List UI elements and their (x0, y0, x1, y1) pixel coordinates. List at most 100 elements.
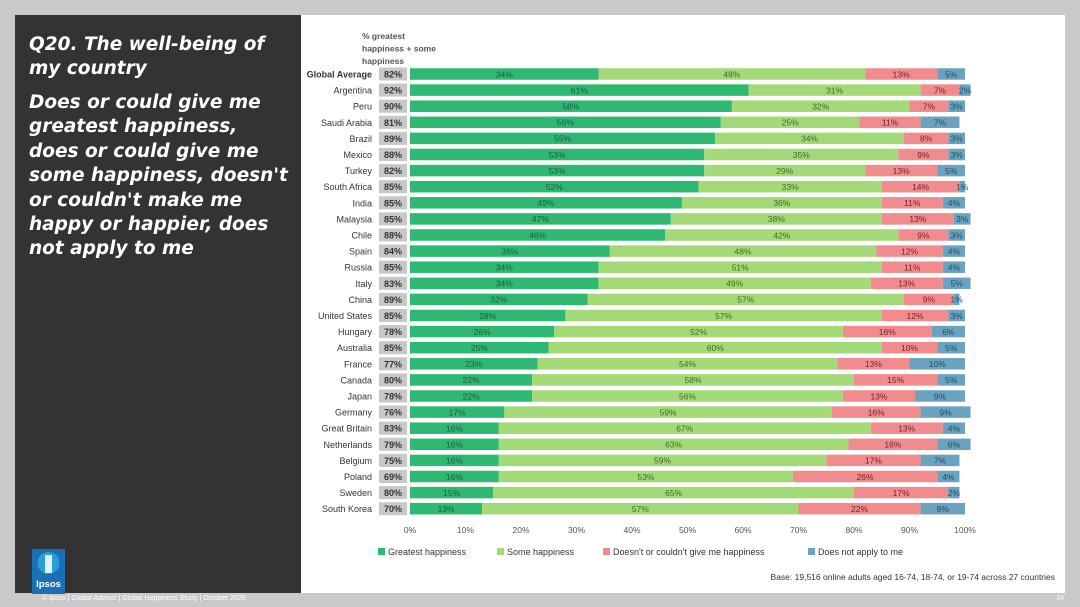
chart-row: Global Average 82% 34% 48% 13% 5% (307, 67, 965, 81)
data-label: 59% (654, 456, 671, 466)
base-note: Base: 19,516 online adults aged 16-74, 1… (771, 572, 1055, 582)
summary-value: 85% (384, 182, 402, 192)
data-label: 32% (490, 295, 507, 305)
bar-segment (698, 180, 882, 193)
summary-value: 84% (384, 247, 402, 257)
bar-segment (959, 84, 971, 96)
data-label: 9% (934, 391, 947, 401)
bar-segment (870, 277, 943, 290)
summary-value: 82% (384, 70, 402, 80)
legend-label: Some happiness (507, 547, 575, 557)
data-label: 12% (907, 311, 924, 321)
data-label: 16% (446, 456, 463, 466)
summary-box (379, 244, 407, 258)
bar-segment (410, 116, 721, 129)
data-label: 17% (893, 488, 910, 498)
bar-segment (937, 341, 965, 354)
category-label: Mexico (343, 150, 372, 160)
data-label: 17% (865, 456, 882, 466)
data-label: 3% (951, 134, 964, 144)
data-label: 26% (857, 472, 874, 482)
summary-box (379, 309, 407, 322)
summary-box (379, 341, 407, 355)
bar-segment (920, 454, 960, 467)
bar-segment (842, 390, 916, 402)
bar-segment (953, 293, 960, 306)
category-label: Chile (351, 231, 372, 241)
data-label: 7% (934, 456, 947, 466)
category-label: South Africa (323, 182, 372, 192)
summary-header-line: happiness (362, 56, 404, 66)
bar-segment (942, 261, 965, 273)
data-label: 59% (660, 407, 677, 417)
bar-segment (587, 293, 904, 306)
data-label: 16% (884, 440, 901, 450)
ipsos-logo: Ipsos (32, 549, 65, 594)
bar-segment (532, 390, 843, 402)
bar-segment (410, 341, 549, 354)
data-label: 4% (942, 472, 955, 482)
chart-row: Peru 90% 58% 32% 7% 3% (353, 99, 965, 113)
data-label: 28% (479, 311, 496, 321)
bar-segment (859, 116, 921, 129)
data-label: 3% (951, 230, 964, 240)
data-label: 4% (948, 246, 961, 256)
data-label: 60% (707, 343, 724, 353)
bar-segment (498, 438, 849, 451)
chart-row: Germany 76% 17% 59% 16% 9% (335, 405, 971, 419)
category-label: South Korea (322, 504, 372, 514)
summary-value: 85% (384, 198, 402, 208)
data-label: 53% (549, 150, 566, 160)
bar-segment (410, 390, 533, 402)
chart-row: Mexico 88% 53% 35% 9% 3% (343, 148, 965, 161)
category-label: Brazil (349, 134, 372, 144)
summary-value: 92% (384, 86, 402, 96)
chart-row: Belgium 75% 16% 59% 17% 7% (339, 453, 960, 467)
legend-swatch (378, 548, 385, 555)
summary-box (379, 453, 407, 467)
summary-box (379, 470, 407, 483)
bar-segment (920, 502, 965, 515)
data-label: 15% (887, 375, 904, 385)
summary-box (379, 292, 407, 306)
data-label: 2% (959, 85, 972, 95)
category-label: Belgium (339, 456, 372, 466)
bar-segment (410, 374, 533, 386)
summary-value: 85% (384, 311, 402, 321)
bar-segment (410, 229, 666, 241)
bar-segment (532, 374, 854, 386)
summary-box (379, 196, 407, 210)
bar-segment (410, 132, 716, 145)
bar-segment (903, 293, 954, 306)
chart-row: Great Britain 83% 16% 67% 13% 4% (321, 421, 965, 435)
data-label: 13% (893, 69, 910, 79)
summary-box (379, 228, 407, 242)
data-label: 54% (679, 359, 696, 369)
data-label: 6% (948, 440, 961, 450)
data-label: 14% (912, 182, 929, 192)
summary-box (379, 83, 407, 97)
chart-row: South Korea 70% 13% 57% 22% 8% (322, 502, 965, 516)
bar-segment (842, 325, 932, 338)
category-label: Spain (349, 247, 372, 257)
bar-segment (715, 132, 904, 145)
summary-value: 88% (384, 150, 402, 160)
summary-box (379, 357, 407, 371)
summary-box (379, 131, 407, 145)
summary-box (379, 260, 407, 274)
data-label: 52% (546, 182, 563, 192)
bar-segment (410, 197, 682, 209)
chart-row: France 77% 23% 54% 13% 10% (344, 357, 965, 371)
bar-segment (909, 358, 965, 370)
bar-segment (665, 229, 899, 241)
data-label: 9% (939, 407, 952, 417)
bar-segment (848, 438, 938, 451)
data-label: 61% (571, 85, 588, 95)
category-label: Great Britain (321, 424, 372, 434)
bar-segment (798, 502, 921, 515)
data-label: 12% (901, 246, 918, 256)
summary-value: 89% (384, 295, 402, 305)
data-label: 16% (446, 472, 463, 482)
legend-swatch (497, 548, 504, 555)
x-tick-label: 10% (457, 525, 474, 535)
